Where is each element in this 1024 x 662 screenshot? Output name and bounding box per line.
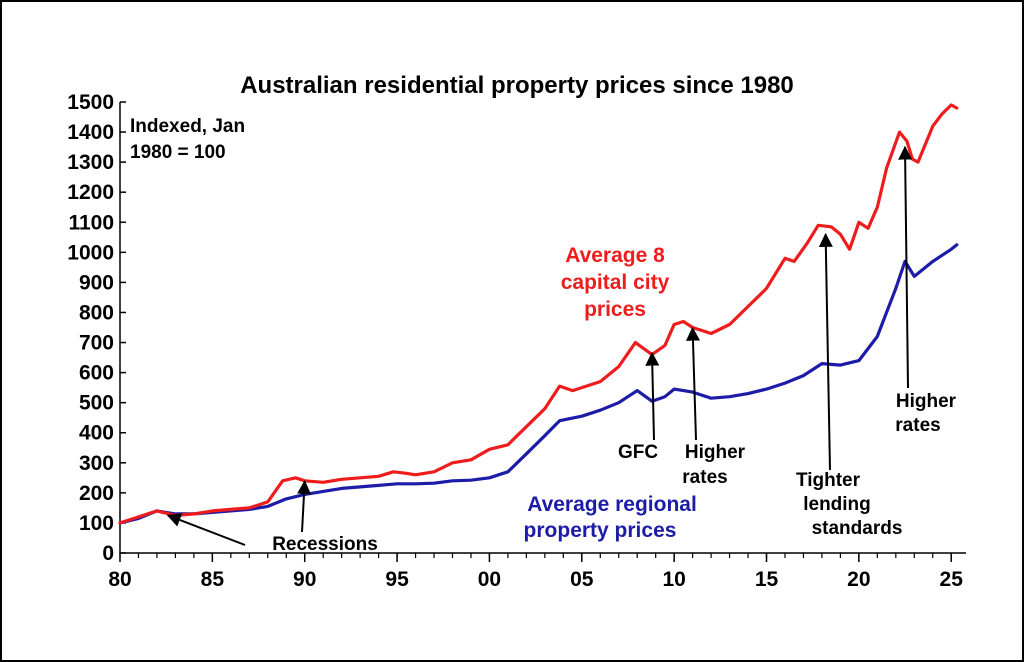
x-tick-label: 80 bbox=[108, 568, 131, 591]
y-tick-label: 1200 bbox=[67, 181, 114, 204]
x-tick-label: 85 bbox=[201, 568, 225, 591]
y-tick-label: 500 bbox=[79, 392, 114, 415]
index-note-line-1: Indexed, Jan bbox=[130, 116, 245, 137]
y-tick-label: 700 bbox=[79, 332, 114, 355]
x-tick-label: 15 bbox=[755, 568, 779, 591]
y-tick-label: 1400 bbox=[67, 121, 114, 144]
chart-title: Australian residential property prices s… bbox=[240, 72, 794, 99]
plot-series bbox=[118, 103, 959, 525]
y-tick-label: 400 bbox=[79, 422, 114, 445]
annotation-tighter-lending: Tighter lending standards bbox=[796, 232, 903, 539]
x-tick-label: 90 bbox=[293, 568, 316, 591]
regional-label-line-1: Average regional bbox=[527, 493, 697, 516]
x-axis: 80 85 90 95 00 05 10 15 20 25 bbox=[108, 552, 966, 591]
annotation-higher-rates-2010-line-1: Higher bbox=[685, 442, 746, 463]
capital-series-line bbox=[118, 103, 959, 525]
y-tick-label: 800 bbox=[79, 301, 114, 324]
annotation-higher-rates-2022-line-1: Higher bbox=[896, 391, 957, 412]
annotation-recessions-text: Recessions bbox=[272, 534, 378, 555]
x-tick-label: 20 bbox=[847, 568, 870, 591]
annotation-tighter-lending-line-2: lending bbox=[803, 494, 871, 515]
annotation-gfc: GFC bbox=[618, 351, 660, 463]
x-tick-label: 00 bbox=[478, 568, 501, 591]
y-tick-label: 1100 bbox=[68, 211, 114, 234]
regional-series-label: Average regional property prices bbox=[524, 493, 697, 542]
x-tick-label: 10 bbox=[662, 568, 685, 591]
annotation-higher-rates-2022: Higher rates bbox=[895, 145, 957, 436]
capital-series-label: Average 8 capital city prices bbox=[561, 244, 670, 321]
annotation-higher-rates-2022-arrow bbox=[898, 145, 913, 389]
y-axis: 0 100 200 300 400 500 600 700 800 900 1000 1100 1200… bbox=[67, 91, 126, 565]
regional-label-line-2: property prices bbox=[524, 519, 677, 542]
regional-series-line bbox=[118, 243, 959, 525]
y-tick-label: 300 bbox=[79, 452, 114, 475]
y-tick-label: 200 bbox=[79, 482, 114, 505]
annotation-gfc-text: GFC bbox=[618, 442, 658, 463]
y-tick-label: 100 bbox=[79, 512, 114, 535]
y-tick-label: 1000 bbox=[67, 241, 114, 264]
capital-label-line-3: prices bbox=[584, 298, 646, 321]
annotation-tighter-lending-arrow bbox=[818, 232, 833, 471]
annotation-recessions-arrow-2 bbox=[297, 480, 312, 533]
index-note-line-2: 1980 = 100 bbox=[130, 142, 226, 163]
capital-label-line-2: capital city bbox=[561, 271, 670, 294]
annotation-recessions-arrow-1 bbox=[166, 513, 246, 546]
capital-label-line-1: Average 8 bbox=[565, 244, 665, 267]
y-tick-label: 1300 bbox=[67, 151, 114, 174]
annotation-higher-rates-2010-line-2: rates bbox=[682, 467, 727, 488]
y-tick-label: 900 bbox=[79, 271, 114, 294]
annotation-higher-rates-2022-line-2: rates bbox=[895, 415, 940, 436]
x-tick-label: 05 bbox=[570, 568, 594, 591]
y-tick-label: 600 bbox=[79, 362, 114, 385]
y-tick-label: 1500 bbox=[67, 91, 114, 114]
x-tick-label: 25 bbox=[940, 568, 964, 591]
annotation-recessions: Recessions bbox=[166, 480, 378, 555]
annotation-tighter-lending-line-3: standards bbox=[812, 518, 903, 539]
annotation-tighter-lending-line-1: Tighter bbox=[796, 470, 861, 491]
annotation-higher-rates-2010-arrow bbox=[685, 326, 700, 441]
annotation-gfc-arrow bbox=[645, 351, 660, 441]
annotation-higher-rates-2010: Higher rates bbox=[682, 326, 746, 488]
x-tick-label: 95 bbox=[385, 568, 409, 591]
y-tick-label: 0 bbox=[102, 542, 114, 565]
